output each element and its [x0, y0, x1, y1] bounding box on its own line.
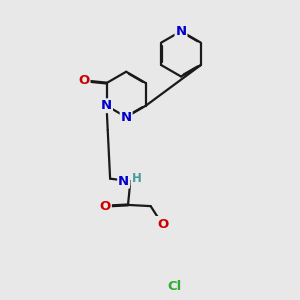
Text: H: H [131, 172, 141, 185]
Text: N: N [121, 110, 132, 124]
Text: N: N [101, 99, 112, 112]
Text: Cl: Cl [167, 280, 182, 293]
Text: O: O [78, 74, 90, 87]
Text: N: N [176, 25, 187, 38]
Text: O: O [100, 200, 111, 213]
Text: N: N [118, 175, 129, 188]
Text: O: O [157, 218, 168, 231]
